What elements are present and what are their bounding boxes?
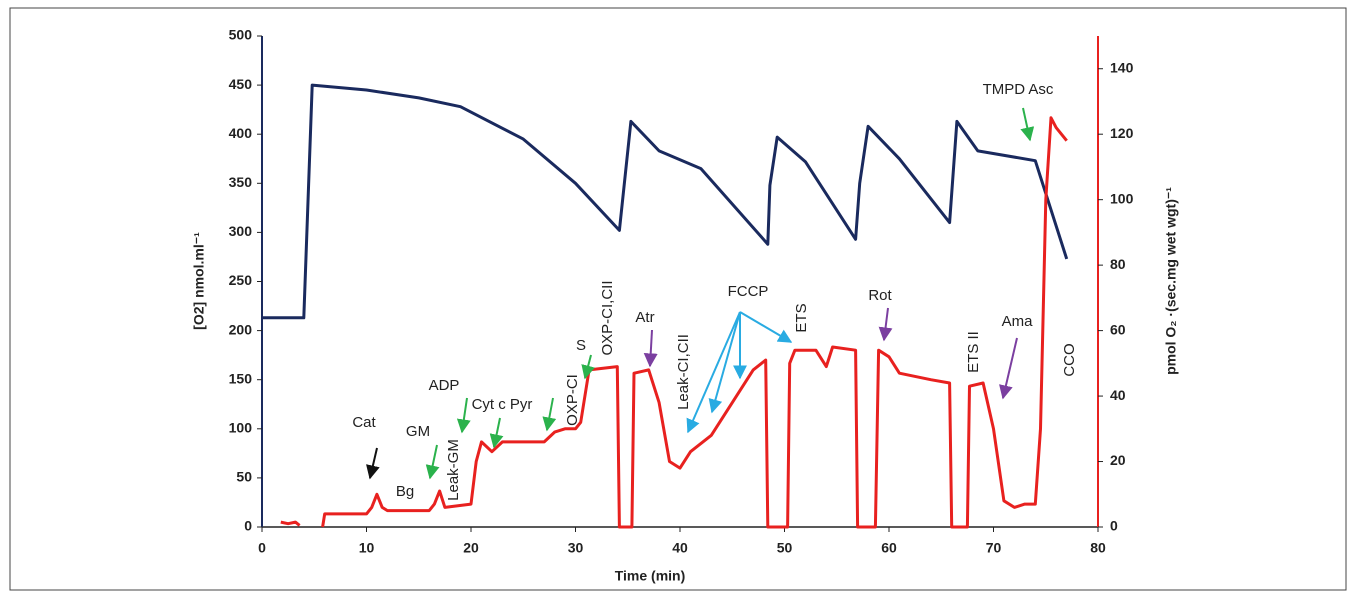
y2-tick-label: 0 [1110, 518, 1118, 534]
x-tick-label: 50 [777, 540, 793, 556]
y-tick-label: 0 [244, 518, 252, 534]
x-axis-label: Time (min) [615, 568, 686, 584]
annotation: Ama [1002, 313, 1034, 330]
arrow [999, 337, 1018, 400]
y2-tick-label: 60 [1110, 321, 1126, 337]
y-tick-label: 450 [229, 76, 253, 92]
annotation: Cyt c Pyr [472, 396, 533, 413]
arrow [1020, 107, 1035, 142]
y-tick-label: 250 [229, 272, 253, 288]
annotation: OXP-CI [564, 374, 581, 426]
annotation: ETS [793, 303, 810, 332]
arrow [366, 447, 380, 480]
y2-axis-label: pmol O₂ ·(sec.mg wet wgt)⁻¹ [1163, 187, 1179, 375]
frame [9, 7, 1347, 591]
annotation: GM [406, 423, 430, 440]
y-tick-label: 500 [229, 27, 253, 43]
x-tick-label: 70 [986, 540, 1002, 556]
annotation: TMPD Asc [983, 81, 1054, 98]
arrow [739, 311, 793, 343]
annotation: S [576, 337, 586, 354]
annotation: FCCP [728, 283, 769, 300]
x-tick-label: 80 [1090, 540, 1106, 556]
x-tick-label: 40 [672, 540, 688, 556]
y2-tick-label: 40 [1110, 387, 1126, 403]
annotation: CCO [1061, 343, 1078, 376]
arrow [878, 307, 893, 342]
arrow [686, 311, 741, 434]
annotation: Rot [868, 287, 892, 304]
y2-tick-label: 140 [1110, 59, 1134, 75]
x-tick-label: 30 [568, 540, 584, 556]
y-tick-label: 100 [229, 420, 253, 436]
arrow [489, 417, 504, 449]
y2-tick-label: 80 [1110, 256, 1126, 272]
y-axis-label: [O2] nmol.ml⁻¹ [191, 232, 207, 330]
arrow [708, 311, 741, 414]
y2-tick-label: 120 [1110, 125, 1134, 141]
arrow [643, 329, 658, 368]
annotation: Bg [396, 483, 414, 500]
annotation: Leak-CI,CII [675, 334, 692, 410]
annotation: Cat [352, 414, 376, 431]
y-tick-label: 300 [229, 223, 253, 239]
x-tick-label: 60 [881, 540, 897, 556]
arrow [425, 444, 440, 480]
y-tick-label: 350 [229, 174, 253, 190]
y-tick-label: 400 [229, 125, 253, 141]
y-tick-label: 150 [229, 370, 253, 386]
x-tick-label: 20 [463, 540, 479, 556]
y2-tick-label: 100 [1110, 190, 1134, 206]
x-tick-label: 10 [359, 540, 375, 556]
y2-tick-label: 20 [1110, 452, 1126, 468]
y-tick-label: 50 [236, 469, 252, 485]
x-tick-label: 0 [258, 540, 266, 556]
arrow [456, 397, 471, 434]
annotation: ADP [429, 377, 460, 394]
y-tick-label: 200 [229, 321, 253, 337]
arrow [542, 397, 557, 432]
annotation: Atr [635, 309, 654, 326]
annotation: ETS II [965, 331, 982, 373]
annotation: OXP-CI,CII [599, 280, 616, 355]
series-line [280, 116, 1068, 529]
arrow [581, 354, 595, 380]
annotation: Leak-GM [445, 439, 462, 501]
series-line [262, 83, 1069, 320]
